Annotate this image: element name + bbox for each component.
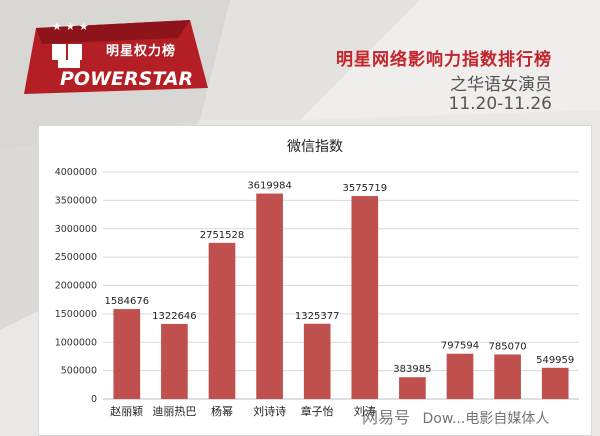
bar-chart: 0 500000 1000000 1500000 2000000 2500000 30000…	[55, 167, 579, 418]
watermark-text: Dow...电影自媒体人	[422, 411, 550, 427]
y-tick-label: 2000000	[55, 281, 97, 292]
x-tick-label: 刘涛	[354, 404, 376, 418]
y-tick-label: 4000000	[55, 167, 97, 178]
y-tick-label: 500000	[61, 366, 97, 377]
data-label: 3619984	[247, 181, 292, 192]
bar	[303, 323, 331, 399]
data-label: 2751528	[200, 230, 245, 241]
bar	[494, 354, 521, 399]
y-tick-label: 1500000	[55, 309, 97, 320]
y-tick-label: 1000000	[55, 337, 97, 348]
page-title: 明星网络影响力指数排行榜	[336, 50, 552, 70]
y-tick-label: 3500000	[55, 195, 97, 206]
logo-brand-text: POWERSTAR	[60, 68, 194, 90]
bar	[541, 367, 569, 399]
bar	[113, 309, 141, 399]
x-tick-label: 章子怡	[301, 404, 334, 418]
y-tick-label: 3000000	[55, 224, 97, 235]
powerstar-logo: ★ ★ ★ 明星权力榜 POWERSTAR	[18, 8, 218, 98]
data-label: 797594	[441, 341, 479, 352]
data-label: 549959	[536, 355, 574, 366]
chart-title: 微信指数	[287, 139, 343, 155]
watermark-site: 网易号	[362, 408, 411, 427]
x-tick-label: 迪丽热巴	[152, 405, 196, 418]
data-label: 1322646	[152, 311, 197, 322]
x-tick-label: 刘诗诗	[253, 404, 286, 418]
bar	[351, 196, 379, 399]
x-tick-label: 杨幂	[211, 404, 233, 418]
logo-chinese-text: 明星权力榜	[106, 44, 177, 59]
y-tick-label: 0	[91, 394, 97, 405]
chart-panel: 微信指数 0 500000 1000000 1500000 2000000 2500000…	[38, 125, 592, 436]
x-tick-label: 赵丽颖	[110, 404, 143, 418]
bar	[446, 353, 474, 399]
data-label: 3575719	[343, 183, 388, 194]
bar	[399, 377, 426, 399]
data-label: 1325377	[295, 311, 340, 322]
watermark: 网易号 Dow...电影自媒体人	[362, 404, 549, 428]
bar	[256, 193, 283, 399]
logo-emblem: ★ ★ ★	[24, 20, 208, 94]
date-range: 11.20-11.26	[448, 94, 552, 114]
page-subtitle: 之华语女演员	[450, 75, 552, 95]
data-label: 1584676	[105, 296, 150, 307]
data-label: 785070	[489, 341, 527, 352]
svg-text:★ ★ ★: ★ ★ ★	[52, 20, 89, 33]
bar	[208, 242, 236, 399]
bar	[161, 323, 188, 399]
data-label: 383985	[393, 364, 431, 375]
y-tick-label: 2500000	[55, 252, 97, 263]
